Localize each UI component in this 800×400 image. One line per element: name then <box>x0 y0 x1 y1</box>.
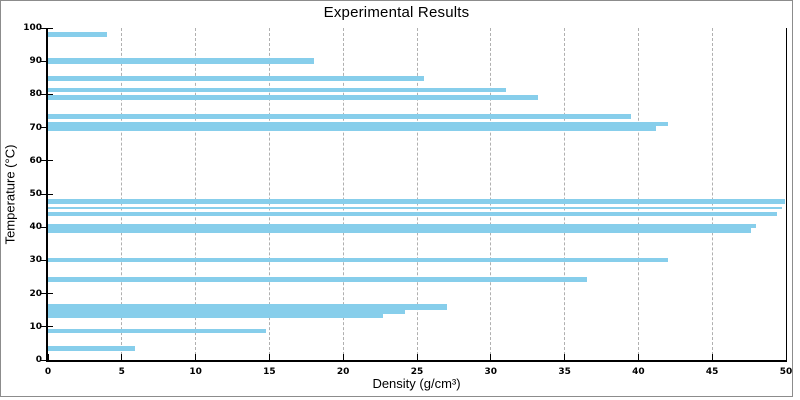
gridline <box>121 28 123 360</box>
bar <box>48 113 632 119</box>
x-tick-label: 45 <box>705 367 719 377</box>
y-tick-label: 40 <box>29 222 42 233</box>
plot-area: 0 5 10 15 20 25 30 35 40 45 50 0 10 20 30 40 50 60 70 80 90 1… <box>23 23 792 377</box>
bar <box>48 76 425 81</box>
x-tick-label: 35 <box>558 367 571 377</box>
bar <box>48 32 108 37</box>
bar <box>48 257 668 263</box>
gridline <box>490 28 492 360</box>
x-tick <box>490 354 492 360</box>
y-tick-label: 10 <box>29 321 42 332</box>
bar <box>48 277 587 282</box>
bar <box>48 346 136 352</box>
x-tick <box>785 354 787 360</box>
y-tick-label: 90 <box>29 56 42 67</box>
y-tick <box>41 127 53 129</box>
bar <box>48 198 785 204</box>
bar <box>48 206 782 210</box>
bar <box>48 329 267 333</box>
x-tick-label: 25 <box>410 367 424 377</box>
bar <box>48 313 384 319</box>
gridline <box>342 28 344 360</box>
x-tick-label: 20 <box>336 367 350 377</box>
gridline <box>564 28 566 360</box>
bar <box>48 122 668 127</box>
y-axis-label: Temperature (°C) <box>2 144 18 245</box>
y-tick <box>41 226 53 228</box>
bar <box>48 58 314 65</box>
y-tick <box>41 359 53 361</box>
y-tick <box>41 160 53 162</box>
y-tick <box>41 293 53 295</box>
y-tick-label: 70 <box>29 122 42 133</box>
gridline <box>637 28 639 360</box>
x-tick <box>711 354 713 360</box>
y-tick-label: 80 <box>29 89 42 100</box>
y-tick-label: 0 <box>35 355 42 365</box>
gridline <box>416 28 418 360</box>
bar <box>48 223 757 228</box>
bar <box>48 304 447 311</box>
x-tick-label: 40 <box>632 367 645 377</box>
y-tick-label: 30 <box>29 255 42 266</box>
bar <box>48 95 539 100</box>
x-tick-label: 5 <box>118 367 125 377</box>
x-axis-label: Density (g/cm³) <box>372 376 461 391</box>
gridline <box>711 28 713 360</box>
bar <box>48 227 751 233</box>
x-tick <box>564 354 566 360</box>
y-tick <box>41 259 53 261</box>
x-tick-label: 30 <box>484 367 498 377</box>
x-tick <box>416 354 418 360</box>
y-tick-label: 20 <box>29 288 42 299</box>
x-tick <box>121 354 123 360</box>
bar <box>48 309 406 314</box>
x-tick <box>342 354 344 360</box>
x-tick <box>47 354 49 360</box>
bar <box>48 88 506 93</box>
x-tick <box>195 354 197 360</box>
y-tick-label: 100 <box>23 23 42 33</box>
x-tick <box>637 354 639 360</box>
bar <box>48 126 657 132</box>
y-tick-label: 50 <box>29 189 42 199</box>
y-tick <box>41 60 53 62</box>
x-tick-label: 0 <box>44 367 52 377</box>
y-tick <box>41 27 53 29</box>
y-tick <box>41 326 53 328</box>
y-tick <box>41 93 53 95</box>
bar <box>48 211 778 217</box>
x-tick-label: 50 <box>779 367 793 377</box>
y-tick <box>41 193 53 195</box>
gridline <box>195 28 197 360</box>
gridline <box>268 28 270 360</box>
chart-title: Experimental Results <box>323 4 470 21</box>
x-tick-label: 10 <box>189 367 202 377</box>
x-tick <box>268 354 270 360</box>
x-tick-label: 15 <box>263 367 276 377</box>
y-tick-label: 60 <box>29 155 42 166</box>
